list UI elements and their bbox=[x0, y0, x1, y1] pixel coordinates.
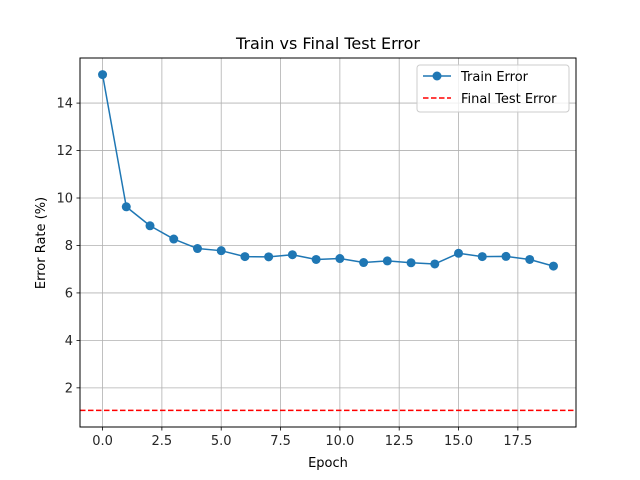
train-error-point bbox=[430, 259, 440, 269]
train-error-point bbox=[264, 252, 274, 262]
x-tick-label: 15.0 bbox=[444, 434, 473, 449]
x-tick-label: 17.5 bbox=[503, 434, 532, 449]
x-axis-title: Epoch bbox=[308, 456, 348, 471]
train-error-point bbox=[169, 234, 179, 244]
ticks: 0.0 2.5 5.0 7.5 10.0 12.5 15.0 17.5 2 4 6 8 10 12 14 bbox=[56, 97, 532, 449]
x-tick-label: 5.0 bbox=[211, 434, 232, 449]
train-error-point bbox=[548, 261, 558, 271]
legend-train-error-marker bbox=[432, 71, 442, 81]
train-error-point bbox=[98, 70, 108, 80]
train-error-point bbox=[192, 244, 202, 254]
train-error-point bbox=[145, 221, 155, 231]
x-tick-label: 0.0 bbox=[92, 434, 113, 449]
train-error-point bbox=[454, 248, 464, 258]
train-error-point bbox=[311, 254, 321, 264]
plot-area bbox=[80, 70, 576, 412]
train-error-point bbox=[335, 254, 345, 264]
y-tick-label: 4 bbox=[65, 334, 73, 349]
y-tick-label: 12 bbox=[56, 144, 73, 159]
train-error-point bbox=[382, 256, 392, 266]
train-error-point bbox=[287, 250, 297, 260]
train-error-point bbox=[240, 252, 250, 262]
y-tick-label: 14 bbox=[56, 97, 73, 112]
y-tick-label: 10 bbox=[56, 192, 73, 207]
train-error-point bbox=[501, 251, 511, 261]
grid bbox=[80, 58, 576, 427]
y-axis-title: Error Rate (%) bbox=[34, 197, 49, 289]
train-error-point bbox=[121, 202, 131, 212]
axes-frame bbox=[79, 57, 577, 428]
legend-train-error-label: Train Error bbox=[460, 70, 529, 85]
legend-box bbox=[416, 64, 570, 113]
x-tick-label: 2.5 bbox=[152, 434, 173, 449]
x-tick-label: 12.5 bbox=[385, 434, 414, 449]
train-error-point bbox=[477, 252, 487, 262]
train-error-point bbox=[406, 258, 416, 268]
legend: Train Error Final Test Error bbox=[416, 64, 570, 113]
train-error-point bbox=[216, 246, 226, 256]
y-tick-label: 8 bbox=[65, 239, 73, 254]
train-error-point bbox=[359, 258, 369, 268]
legend-final-test-error-label: Final Test Error bbox=[461, 92, 557, 107]
chart-title: Train vs Final Test Error bbox=[235, 34, 420, 53]
x-tick-label: 10.0 bbox=[325, 434, 354, 449]
y-tick-label: 6 bbox=[65, 286, 73, 301]
x-tick-label: 7.5 bbox=[270, 434, 291, 449]
train-error-point bbox=[525, 254, 535, 264]
y-tick-label: 2 bbox=[65, 381, 73, 396]
